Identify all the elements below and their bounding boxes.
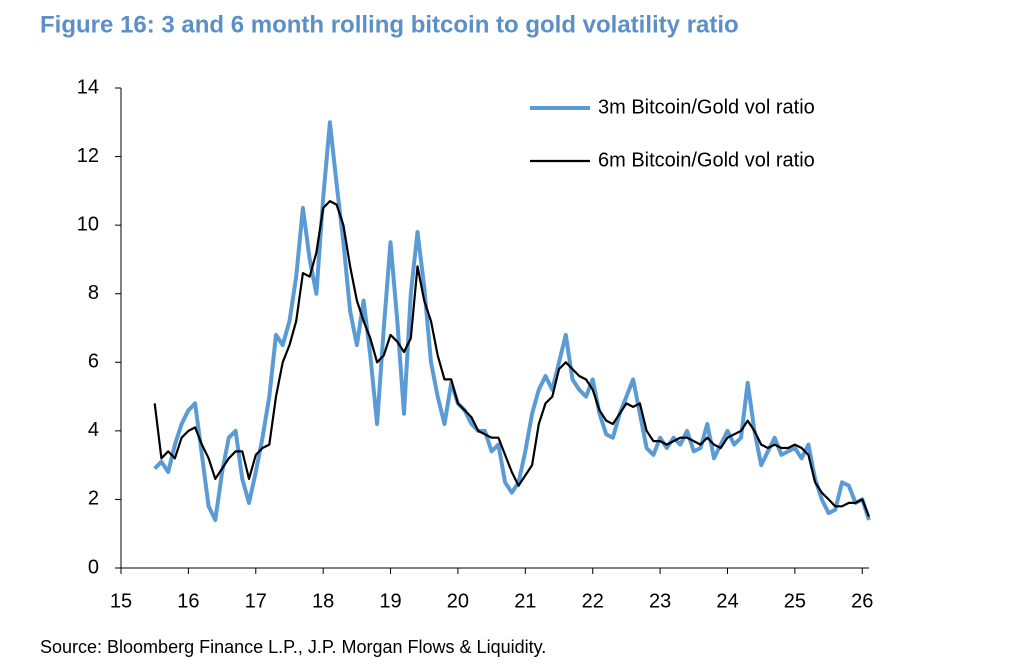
x-tick-label: 18 xyxy=(312,590,334,612)
y-tick-label: 14 xyxy=(77,76,99,98)
source-note: Source: Bloomberg Finance L.P., J.P. Mor… xyxy=(40,637,546,657)
x-tick-label: 22 xyxy=(582,590,604,612)
y-tick-label: 6 xyxy=(88,351,99,373)
y-tick-label: 0 xyxy=(88,556,99,578)
x-tick-label: 19 xyxy=(379,590,401,612)
legend-label: 6m Bitcoin/Gold vol ratio xyxy=(598,149,815,171)
x-tick-label: 25 xyxy=(784,590,806,612)
y-tick-label: 2 xyxy=(88,488,99,510)
series-line xyxy=(153,200,871,517)
x-tick-label: 20 xyxy=(447,590,469,612)
legend-label: 3m Bitcoin/Gold vol ratio xyxy=(598,96,815,118)
x-tick-label: 15 xyxy=(110,590,132,612)
x-tick-label: 21 xyxy=(514,590,536,612)
x-tick-label: 24 xyxy=(716,590,738,612)
series-line xyxy=(153,120,871,522)
x-tick-label: 23 xyxy=(649,590,671,612)
y-tick-label: 8 xyxy=(88,282,99,304)
x-tick-label: 26 xyxy=(851,590,873,612)
y-tick-label: 4 xyxy=(88,419,99,441)
chart-title: Figure 16: 3 and 6 month rolling bitcoin… xyxy=(40,11,739,38)
y-tick-label: 10 xyxy=(77,213,99,235)
x-tick-label: 17 xyxy=(245,590,267,612)
y-tick-label: 12 xyxy=(77,145,99,167)
x-tick-label: 16 xyxy=(177,590,199,612)
